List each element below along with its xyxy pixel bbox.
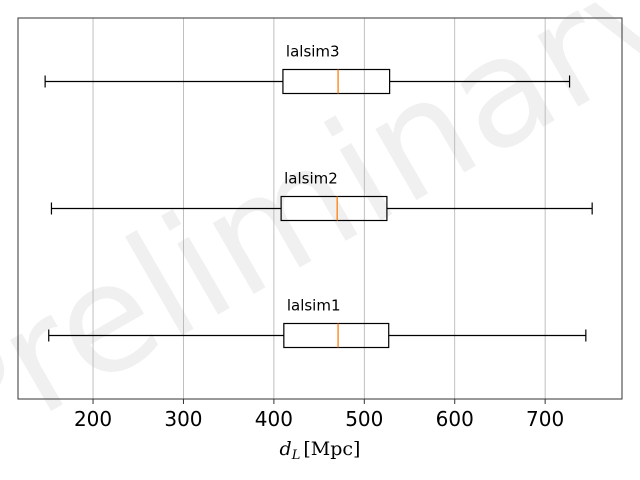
series-label: lalsim3: [286, 43, 340, 61]
x-tick-label: 500: [345, 407, 383, 431]
plot-frame: [17, 17, 623, 400]
x-axis-label: dL [Mpc]: [280, 438, 361, 463]
iqr-box: [283, 322, 390, 349]
x-tick-label: 400: [255, 407, 293, 431]
series-label: lalsim2: [284, 170, 338, 188]
x-axis-label-base: d: [280, 438, 292, 460]
iqr-box: [282, 68, 391, 95]
box-lalsim3: lalsim3: [44, 43, 571, 95]
box-series: lalsim3 lalsim2 lalsim1: [44, 43, 593, 349]
x-tick-label: 600: [436, 407, 474, 431]
x-axis-label-subscript: L: [291, 448, 301, 463]
series-label: lalsim1: [287, 297, 341, 315]
x-tick-label: 300: [164, 407, 202, 431]
x-axis-label-unit: [Mpc]: [303, 438, 360, 460]
x-tick-label: 700: [526, 407, 564, 431]
iqr-box: [280, 195, 388, 222]
x-tick-label: 200: [74, 407, 112, 431]
box-lalsim2: lalsim2: [50, 170, 593, 222]
x-ticks: 200 300 400 500 600 700: [74, 399, 564, 431]
box-lalsim1: lalsim1: [48, 297, 587, 349]
